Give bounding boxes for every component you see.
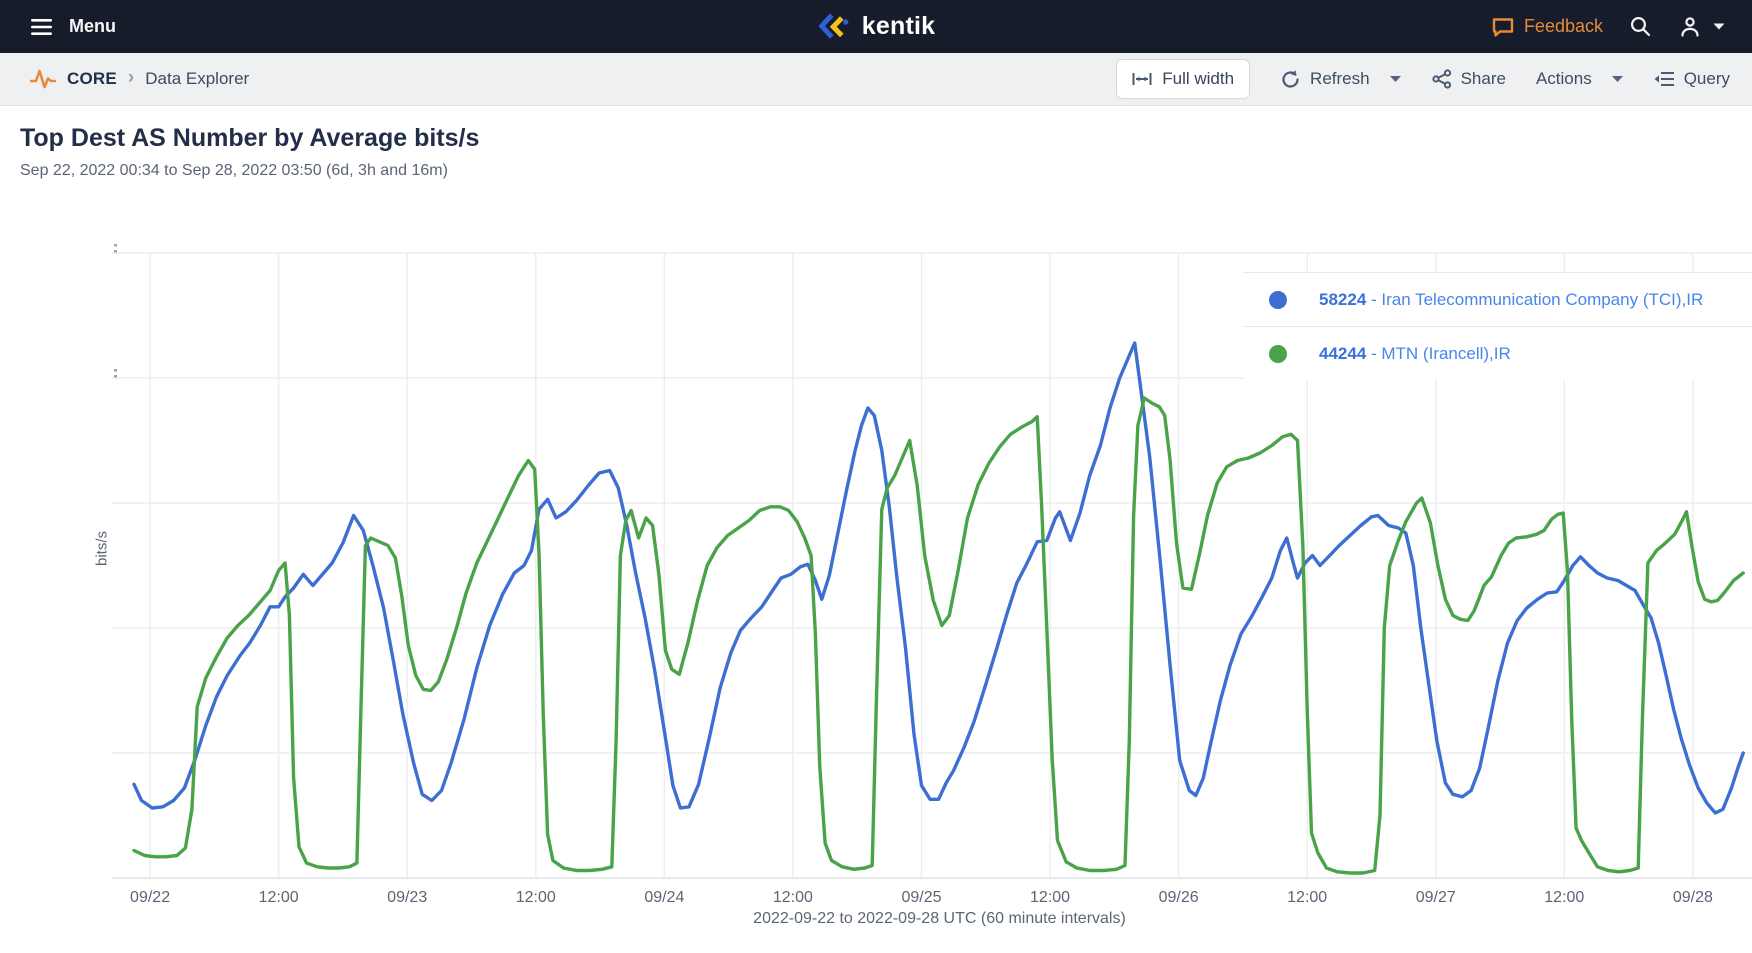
user-menu[interactable] (1678, 15, 1726, 39)
as-number: 58224 (1319, 289, 1367, 309)
user-icon (1681, 16, 1699, 37)
actions-dropdown-caret-icon (1611, 76, 1623, 82)
chat-bubble-icon (1492, 17, 1514, 37)
chart-heading: Top Dest AS Number by Average bits/s Sep… (20, 124, 479, 180)
series-color-dot-blue (1269, 290, 1287, 309)
chart-legend: 58224 - Iran Telecommunication Company (… (1243, 272, 1752, 380)
breadcrumb-chevron-icon: › (127, 67, 135, 88)
breadcrumb-core[interactable]: CORE (67, 69, 117, 88)
x-tick-label: 09/23 (387, 889, 427, 906)
x-tick-label: 12:00 (773, 889, 813, 906)
actions-button[interactable]: Actions (1536, 69, 1624, 89)
kentik-logo-icon (818, 12, 849, 39)
x-tick-label: 09/25 (901, 889, 941, 906)
brand-name: kentik (861, 12, 936, 40)
breadcrumb: CORE › Data Explorer (30, 67, 250, 90)
series-line-green (132, 396, 1745, 875)
breadcrumb-toolbar: CORE › Data Explorer Full width Refresh … (0, 53, 1752, 106)
y-tick-speck (114, 375, 117, 378)
as-name: - MTN (Irancell),IR (1366, 343, 1511, 363)
as-number: 44244 (1319, 343, 1367, 363)
feedback-button[interactable]: Feedback (1491, 16, 1603, 38)
y-tick-speck (114, 369, 117, 372)
x-tick-label: 09/22 (130, 889, 170, 906)
x-tick-label: 09/24 (644, 889, 684, 906)
refresh-dropdown-caret-icon[interactable] (1389, 75, 1402, 83)
y-tick-speck (114, 250, 117, 253)
activity-pulse-icon (30, 69, 56, 89)
x-axis-caption: 2022-09-22 to 2022-09-28 UTC (60 minute … (753, 910, 1126, 927)
x-tick-label: 09/27 (1416, 889, 1456, 906)
x-tick-label: 09/28 (1673, 889, 1713, 906)
legend-item-44244[interactable]: 44244 - MTN (Irancell),IR (1243, 326, 1752, 380)
x-tick-label: 12:00 (1287, 889, 1327, 906)
y-axis-label: bits/s (93, 531, 111, 567)
refresh-button[interactable]: Refresh (1280, 69, 1402, 90)
hamburger-menu-icon[interactable] (30, 17, 54, 37)
x-tick-label: 12:00 (259, 889, 299, 906)
series-line-blue (132, 341, 1745, 815)
query-outdent-icon (1654, 72, 1674, 86)
page-title: Top Dest AS Number by Average bits/s (20, 124, 480, 152)
x-tick-label: 12:00 (516, 889, 556, 906)
legend-label: 44244 - MTN (Irancell),IR (1319, 344, 1511, 364)
y-tick-speck (114, 244, 117, 247)
share-button[interactable]: Share (1431, 69, 1506, 89)
as-name: - Iran Telecommunication Company (TCI),I… (1366, 289, 1704, 309)
query-button[interactable]: Query (1654, 69, 1730, 89)
legend-item-58224[interactable]: 58224 - Iran Telecommunication Company (… (1243, 272, 1752, 326)
series-color-dot-green (1269, 344, 1287, 363)
top-navbar: Menu kentik Feedback (0, 0, 1752, 53)
search-icon[interactable] (1629, 15, 1652, 38)
x-tick-label: 09/26 (1159, 889, 1199, 906)
time-range-subtitle: Sep 22, 2022 00:34 to Sep 28, 2022 03:50… (20, 162, 448, 179)
refresh-icon (1282, 69, 1299, 88)
menu-button[interactable]: Menu (69, 16, 116, 36)
chevron-down-icon (1713, 23, 1725, 30)
x-tick-label: 12:00 (1030, 889, 1070, 906)
share-icon (1431, 69, 1451, 89)
breadcrumb-data-explorer[interactable]: Data Explorer (145, 69, 250, 88)
kentik-logo[interactable]: kentik (817, 0, 935, 53)
x-tick-label: 12:00 (1544, 889, 1584, 906)
full-width-button[interactable]: Full width (1116, 59, 1251, 99)
legend-label: 58224 - Iran Telecommunication Company (… (1319, 290, 1703, 310)
full-width-icon (1132, 73, 1152, 85)
